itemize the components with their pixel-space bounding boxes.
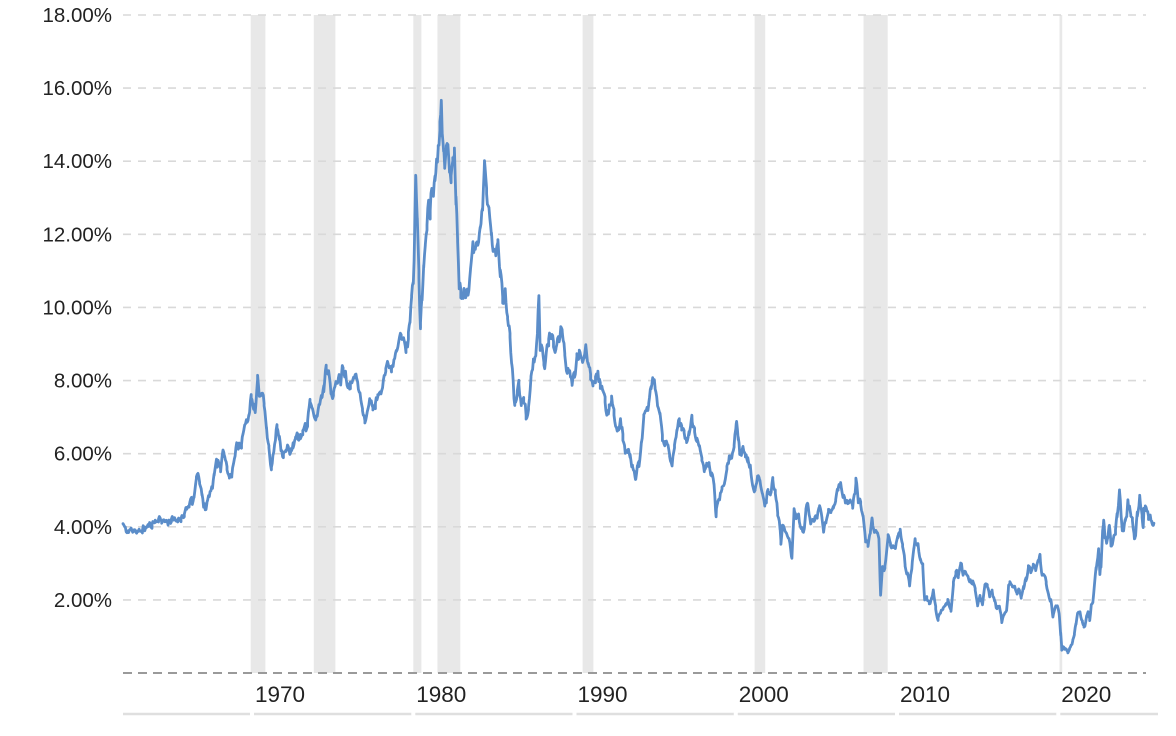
- x-axis-tick-gap: [250, 712, 254, 716]
- recession-band: [1059, 15, 1063, 673]
- recession-band: [582, 15, 594, 673]
- x-axis-tick-gap: [572, 712, 577, 716]
- y-axis-label: 18.00%: [42, 4, 112, 27]
- x-axis-tick-gap: [1056, 712, 1061, 716]
- recession-band: [250, 15, 266, 673]
- series-line: [121, 98, 1156, 655]
- x-axis-label: 2020: [1061, 682, 1111, 707]
- x-axis-label: 2000: [739, 682, 789, 707]
- x-axis-tick-gap: [411, 712, 416, 716]
- y-axis-label: 4.00%: [54, 516, 112, 539]
- x-axis-label: 2010: [900, 682, 950, 707]
- x-axis-label: 1970: [255, 682, 305, 707]
- y-axis-label: 12.00%: [42, 223, 112, 246]
- y-axis-label: 10.00%: [42, 296, 112, 319]
- y-axis-label: 6.00%: [54, 443, 112, 466]
- y-axis-label: 8.00%: [54, 370, 112, 393]
- recession-band: [413, 15, 422, 673]
- recession-band: [754, 15, 766, 673]
- x-axis-tick-gap: [895, 712, 899, 716]
- y-axis-label: 14.00%: [42, 150, 112, 173]
- y-axis-label: 16.00%: [42, 77, 112, 100]
- x-axis-tick-gap: [733, 712, 738, 716]
- recession-band: [863, 15, 888, 673]
- x-axis-label: 1980: [416, 682, 466, 707]
- recession-band: [313, 15, 336, 673]
- x-axis-label: 1990: [577, 682, 627, 707]
- y-axis-label: 2.00%: [54, 589, 112, 612]
